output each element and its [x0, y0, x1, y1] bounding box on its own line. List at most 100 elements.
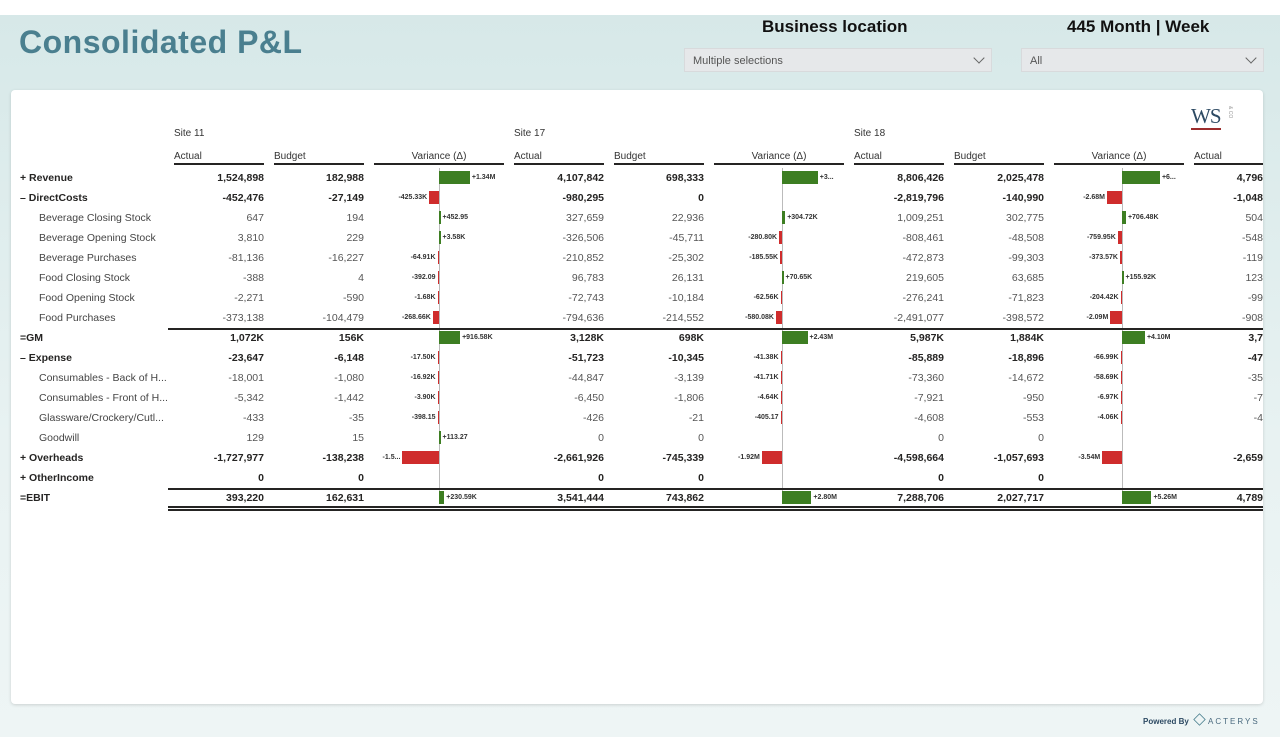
variance-bar	[780, 251, 782, 264]
actual-value: -85,889	[908, 352, 944, 364]
table-row-total[interactable]: + OtherIncome 0 0 0 0 0 0	[11, 468, 1263, 488]
actual-value: -808,461	[902, 232, 944, 244]
row-label[interactable]: + Overheads	[20, 452, 84, 464]
table-row[interactable]: Glassware/Crockery/Cutl... -433 -35 -398.15…	[11, 408, 1263, 428]
budget-value: -10,184	[668, 292, 704, 304]
column-header-variance[interactable]: Variance (Δ)	[374, 151, 504, 165]
column-header-actual[interactable]: Actual	[1194, 151, 1263, 165]
variance-label: -16.92K	[410, 374, 436, 381]
actual-value-truncated: -2,659	[1233, 452, 1263, 464]
actual-value: 393,220	[226, 492, 264, 504]
variance-bar	[782, 331, 808, 344]
pnl-matrix-card: WS & CO Site 11 Actual Budget Variance (Δ) S…	[11, 90, 1263, 704]
row-label[interactable]: + Revenue	[20, 172, 73, 184]
actual-value: 5,987K	[910, 332, 944, 344]
column-header-budget[interactable]: Budget	[954, 151, 1044, 165]
variance-label: -4.64K	[757, 394, 779, 401]
month-week-dropdown[interactable]: All	[1021, 48, 1264, 72]
table-row-total[interactable]: =EBIT 393,220 162,631 +230.59K 3,541,444 743,…	[11, 488, 1263, 508]
variance-label: -425.33K	[398, 194, 428, 201]
actual-value: -18,001	[228, 372, 264, 384]
actual-value-truncated: 504	[1245, 212, 1263, 224]
actual-value-truncated: -119	[1242, 252, 1263, 264]
variance-bar	[761, 451, 782, 464]
row-label[interactable]: + OtherIncome	[20, 472, 94, 484]
table-row[interactable]: Food Closing Stock -388 4 -392.09 96,783 26,1…	[11, 268, 1263, 288]
table-row[interactable]: Beverage Purchases -81,136 -16,227 -64.91K -…	[11, 248, 1263, 268]
actual-value-truncated: 4,789	[1236, 492, 1263, 504]
budget-value: -71,823	[1008, 292, 1044, 304]
actual-value: -4,608	[914, 412, 944, 424]
row-label[interactable]: – DirectCosts	[20, 192, 88, 204]
table-row[interactable]: Consumables - Front of H... -5,342 -1,442 -…	[11, 388, 1263, 408]
table-row-total[interactable]: – DirectCosts -452,476 -27,149 -425.33K -980…	[11, 188, 1263, 208]
budget-value: -16,227	[328, 252, 364, 264]
acterys-cube-icon	[1193, 713, 1206, 726]
table-row-total[interactable]: =GM 1,072K 156K +916.58K 3,128K 698K +2.43M 5,9…	[11, 328, 1263, 348]
table-row-total[interactable]: + Overheads -1,727,977 -138,238 -1.5... -2,6…	[11, 448, 1263, 468]
actual-value: 8,806,426	[897, 172, 944, 184]
row-label: Beverage Opening Stock	[39, 232, 156, 244]
budget-value: 698,333	[666, 172, 704, 184]
budget-value: -18,896	[1008, 352, 1044, 364]
column-header-variance[interactable]: Variance (Δ)	[714, 151, 844, 165]
logo-underline	[1191, 128, 1221, 130]
variance-label: -580.08K	[745, 314, 774, 321]
separator-line	[168, 506, 1263, 508]
row-label[interactable]: =GM	[20, 332, 44, 344]
budget-value: -35	[348, 412, 364, 424]
actual-value: -452,476	[222, 192, 264, 204]
table-row-total[interactable]: + Revenue 1,524,898 182,988 +1.34M 4,107,842…	[11, 168, 1263, 188]
table-row[interactable]: Food Purchases -373,138 -104,479 -268.66K -7…	[11, 308, 1263, 328]
variance-bar	[439, 171, 470, 184]
actual-value: 96,783	[571, 272, 604, 284]
table-row[interactable]: Goodwill 129 15 +113.27 0 0 0 0	[11, 428, 1263, 448]
budget-value: 2,025,478	[997, 172, 1044, 184]
column-header-actual[interactable]: Actual	[854, 151, 944, 165]
variance-label: +4.10M	[1146, 334, 1171, 341]
column-header-actual[interactable]: Actual	[174, 151, 264, 165]
variance-bar	[437, 391, 439, 404]
page-title: Consolidated P&L	[19, 24, 303, 60]
budget-value: 4	[358, 272, 364, 284]
table-row[interactable]: Food Opening Stock -2,271 -590 -1.68K -72,74…	[11, 288, 1263, 308]
variance-bar	[782, 171, 818, 184]
variance-bar	[780, 291, 782, 304]
actual-value: 1,524,898	[217, 172, 264, 184]
budget-value: -1,806	[674, 392, 704, 404]
variance-label: -280.80K	[748, 234, 778, 241]
actual-value: 327,659	[566, 212, 604, 224]
separator-line	[168, 488, 1263, 490]
actual-value: 4,107,842	[557, 172, 604, 184]
actual-value: -326,506	[562, 232, 604, 244]
actual-value: -794,636	[562, 312, 604, 324]
variance-label: +2.43M	[809, 334, 834, 341]
column-header-budget[interactable]: Budget	[614, 151, 704, 165]
variance-bar	[439, 431, 441, 444]
table-row[interactable]: Beverage Closing Stock 647 194 +452.95 327,6…	[11, 208, 1263, 228]
variance-label: +3.58K	[442, 234, 466, 241]
table-row-total[interactable]: – Expense -23,647 -6,148 -17.50K -51,723 -10,…	[11, 348, 1263, 368]
row-label: Food Opening Stock	[39, 292, 135, 304]
row-label: Food Closing Stock	[39, 272, 131, 284]
budget-value: 0	[698, 432, 704, 444]
actual-value: 0	[598, 472, 604, 484]
row-label: Glassware/Crockery/Cutl...	[39, 412, 164, 424]
row-label[interactable]: =EBIT	[20, 492, 51, 504]
chevron-down-icon	[973, 52, 985, 64]
row-label: Consumables - Back of H...	[39, 372, 167, 384]
budget-value: -6,148	[334, 352, 364, 364]
actual-value: -81,136	[228, 252, 264, 264]
column-header-actual[interactable]: Actual	[514, 151, 604, 165]
column-header-budget[interactable]: Budget	[274, 151, 364, 165]
actual-value: -388	[242, 272, 264, 284]
column-header-variance[interactable]: Variance (Δ)	[1054, 151, 1184, 165]
row-label[interactable]: – Expense	[20, 352, 72, 364]
business-location-dropdown[interactable]: Multiple selections	[684, 48, 992, 72]
chevron-down-icon	[1245, 52, 1257, 64]
variance-label: -405.17	[754, 414, 779, 421]
table-row[interactable]: Beverage Opening Stock 3,810 229 +3.58K -326…	[11, 228, 1263, 248]
variance-label: -58.69K	[1093, 374, 1119, 381]
table-row[interactable]: Consumables - Back of H... -18,001 -1,080 -…	[11, 368, 1263, 388]
budget-value: 156K	[338, 332, 364, 344]
